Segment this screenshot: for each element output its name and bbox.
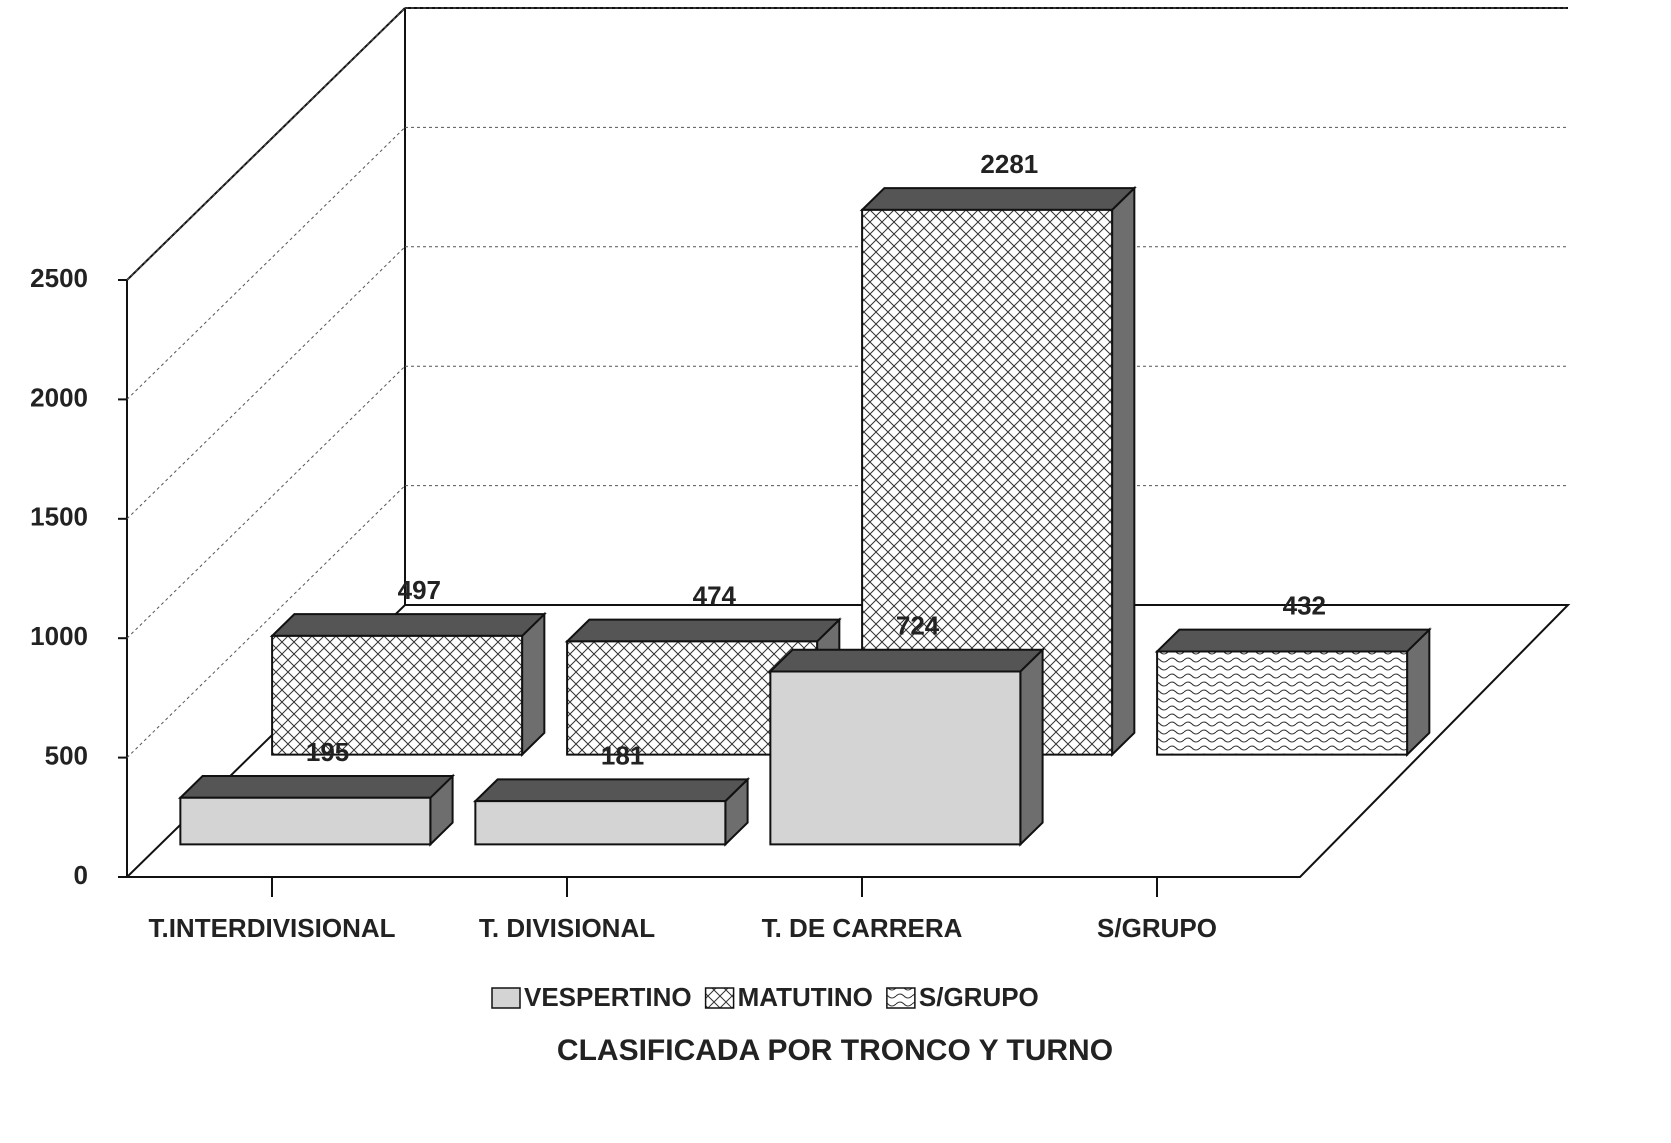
grid-line (126, 365, 406, 639)
value-label: 497 (398, 575, 441, 605)
legend-label: MATUTINO (738, 982, 873, 1012)
bar-top (564, 618, 842, 643)
bar-front (271, 634, 524, 756)
value-label: 2281 (980, 149, 1038, 179)
bar (177, 773, 456, 847)
bar-front (1156, 650, 1409, 756)
grid-line (126, 127, 406, 400)
bar-top (859, 187, 1137, 211)
y-tick-label: 0 (74, 860, 88, 890)
legend-swatch (491, 987, 521, 1009)
grid-line (126, 246, 406, 520)
bar-top (767, 648, 1046, 673)
bar-side (521, 611, 546, 757)
bar (1154, 627, 1432, 757)
legend-swatch (886, 987, 916, 1009)
x-tick-label: S/GRUPO (1097, 913, 1217, 943)
bar-front (769, 670, 1022, 846)
y-tick-label: 2500 (30, 263, 88, 293)
value-label: 195 (306, 737, 349, 767)
bar-side (1111, 185, 1136, 757)
bar (472, 776, 751, 847)
legend-label: VESPERTINO (524, 982, 692, 1012)
value-label: 724 (896, 611, 940, 641)
y-tick-label: 1500 (30, 502, 88, 532)
bar-top (269, 613, 547, 637)
x-tick-label: T.INTERDIVISIONAL (148, 913, 395, 943)
legend-swatch (704, 987, 735, 1009)
bar-top (1154, 628, 1432, 653)
value-label: 432 (1283, 591, 1326, 621)
grid-line (126, 485, 406, 758)
y-tick-label: 500 (45, 740, 88, 770)
bar-front (474, 800, 727, 846)
x-tick-label: T. DIVISIONAL (479, 913, 655, 943)
grid-line (126, 7, 406, 281)
bar (859, 185, 1137, 757)
y-tick-label: 1000 (30, 621, 88, 651)
bar-front (566, 640, 819, 756)
chart-title: CLASIFICADA POR TRONCO Y TURNO (557, 1034, 1113, 1067)
bar-top (177, 775, 456, 799)
value-label: 474 (693, 581, 737, 611)
x-tick-label: T. DE CARRERA (762, 913, 963, 943)
y-tick-label: 2000 (30, 382, 88, 412)
legend-label: S/GRUPO (919, 982, 1039, 1012)
value-label: 181 (601, 740, 644, 770)
bar-side (1019, 647, 1044, 847)
bar (269, 611, 547, 757)
bar (767, 647, 1046, 847)
bar-front (179, 796, 432, 846)
bar-top (472, 778, 751, 803)
